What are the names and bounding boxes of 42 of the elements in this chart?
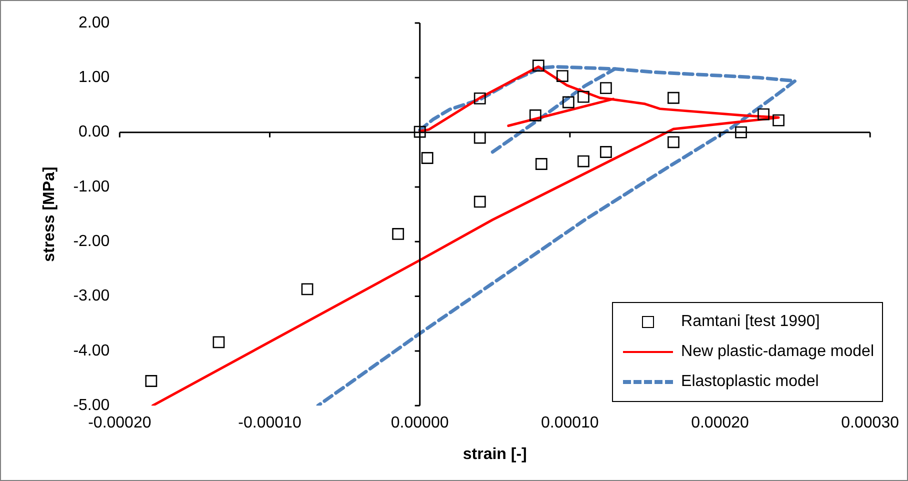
y-tick-label: 1.00 — [78, 69, 110, 86]
point — [421, 152, 434, 164]
point — [474, 132, 486, 144]
point — [529, 109, 542, 122]
point — [668, 92, 680, 104]
point — [600, 82, 612, 94]
point — [668, 136, 680, 148]
y-tick-label: -3.00 — [73, 288, 110, 305]
x-tick-label: 0.00020 — [691, 414, 750, 432]
point — [474, 92, 486, 104]
point — [392, 228, 404, 240]
x-tick-label: -0.00010 — [238, 414, 302, 432]
x-tick-label: 0.00000 — [390, 414, 449, 432]
y-tick-label: -1.00 — [73, 178, 110, 196]
x-tick-label: 0.00030 — [841, 414, 900, 432]
point — [758, 108, 770, 120]
y-axis-title: stress [MPa] — [41, 166, 58, 262]
point — [212, 336, 225, 348]
y-tick-label: -4.00 — [73, 342, 110, 360]
point — [474, 196, 486, 208]
legend-label: New plastic-damage model — [681, 343, 874, 361]
point — [577, 155, 590, 168]
point — [535, 158, 548, 170]
point — [414, 126, 426, 138]
point — [600, 146, 612, 158]
y-tick-label: -5.00 — [73, 397, 110, 414]
point — [772, 114, 784, 126]
y-tick-label: -2.00 — [73, 233, 110, 250]
legend-label: Elastoplastic model — [681, 373, 819, 391]
point — [562, 96, 574, 108]
y-tick-label: 0.00 — [78, 124, 110, 141]
point — [577, 90, 590, 103]
point — [532, 60, 544, 72]
point — [301, 283, 314, 296]
point — [735, 126, 747, 138]
y-tick-label: 2.00 — [78, 14, 110, 32]
x-tick-label: -0.00020 — [88, 414, 152, 432]
x-axis-title: strain [-] — [462, 446, 527, 463]
point — [556, 70, 568, 82]
legend-label: Ramtani [test 1990] — [681, 313, 820, 331]
x-tick-label: 0.00010 — [540, 414, 599, 432]
point — [145, 375, 158, 387]
